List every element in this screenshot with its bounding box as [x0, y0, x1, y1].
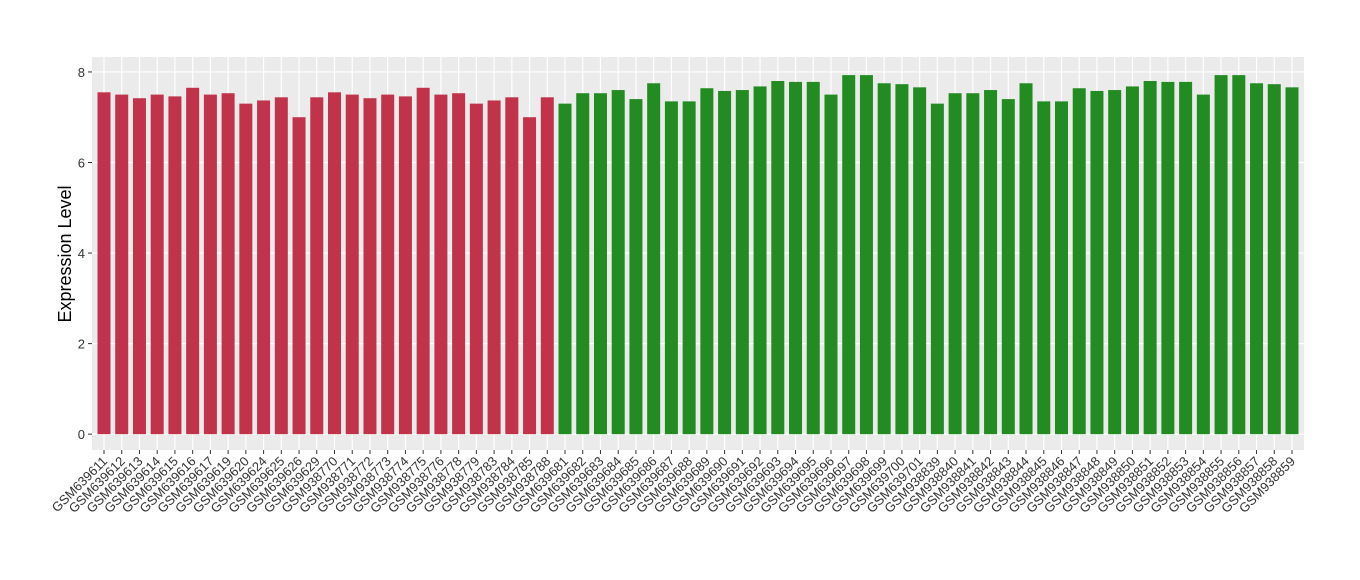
bar [434, 94, 448, 435]
bar [718, 90, 732, 435]
bar [948, 93, 962, 435]
bar [629, 99, 643, 435]
bar [203, 94, 217, 435]
bar [257, 100, 271, 435]
bar [1108, 90, 1122, 435]
bar [115, 94, 129, 435]
bar [824, 94, 838, 435]
bar [1001, 99, 1015, 435]
bar [150, 94, 164, 435]
bar [363, 98, 377, 435]
bar [416, 87, 430, 435]
bar [523, 117, 537, 435]
bar [789, 81, 803, 435]
bar [593, 93, 607, 435]
bar [647, 83, 661, 435]
bar [1019, 83, 1033, 435]
bar [97, 92, 111, 435]
bar [186, 87, 200, 435]
bar [966, 93, 980, 435]
bar [398, 96, 412, 435]
bar [984, 90, 998, 435]
bar [1072, 88, 1086, 435]
bar [292, 117, 306, 435]
bar [700, 88, 714, 435]
bar [895, 84, 909, 435]
bar [1161, 81, 1175, 435]
bar [132, 98, 146, 435]
bar [274, 97, 288, 435]
bar [452, 93, 466, 435]
y-tick-label: 2 [78, 337, 85, 352]
y-tick-label: 4 [78, 246, 85, 261]
bar [877, 83, 891, 435]
bar [1090, 90, 1104, 435]
y-axis-title: Expression Level [55, 185, 75, 322]
bar [487, 100, 501, 435]
bar [540, 97, 554, 435]
bar [913, 87, 927, 435]
bar [1285, 87, 1299, 435]
bar [1232, 75, 1246, 435]
bar [682, 101, 696, 435]
bar [576, 93, 590, 435]
bar [469, 103, 483, 435]
bar [1143, 80, 1157, 435]
bar [611, 90, 625, 435]
bar [239, 103, 253, 435]
bar [753, 86, 767, 435]
bar [558, 103, 572, 435]
bar [664, 101, 678, 435]
bar [735, 90, 749, 435]
y-tick-label: 0 [78, 427, 85, 442]
bar [1125, 86, 1139, 435]
bar [930, 103, 944, 435]
bar [168, 96, 182, 435]
bar [1179, 81, 1193, 435]
bar [1196, 94, 1210, 435]
bar [771, 80, 785, 435]
bar [1250, 83, 1264, 435]
bar [806, 81, 820, 435]
bar [221, 93, 235, 435]
bar [328, 92, 342, 435]
bar [381, 94, 395, 435]
bar [1267, 84, 1281, 435]
bar [1054, 101, 1068, 435]
bar [345, 94, 359, 435]
bar [505, 97, 519, 435]
bar [842, 75, 856, 435]
bar [859, 75, 873, 435]
y-tick-label: 8 [78, 65, 85, 80]
y-tick-label: 6 [78, 155, 85, 170]
bar [1214, 75, 1228, 435]
bar [310, 97, 324, 435]
bar [1037, 101, 1051, 435]
